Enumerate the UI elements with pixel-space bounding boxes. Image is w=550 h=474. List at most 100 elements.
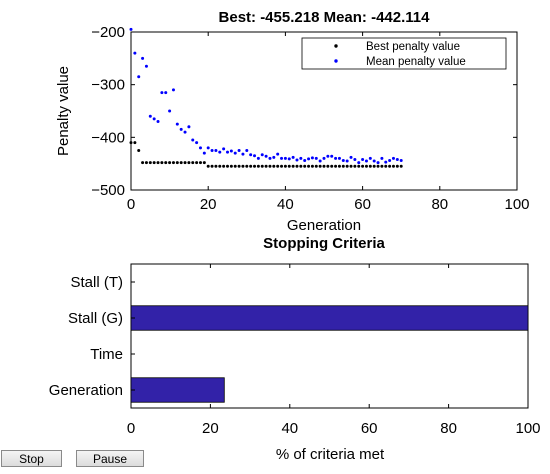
mean-penalty-point <box>253 154 257 158</box>
x-tick-label: 80 <box>440 420 457 437</box>
best-penalty-point <box>368 164 372 168</box>
best-penalty-point <box>245 164 249 168</box>
best-penalty-point <box>195 161 199 165</box>
mean-penalty-point <box>280 156 284 160</box>
best-penalty-point <box>137 149 141 152</box>
penalty-chart-axes-box <box>130 31 518 191</box>
best-penalty-point <box>388 164 392 168</box>
mean-penalty-point <box>141 56 145 60</box>
stopping-chart-axes-box <box>130 263 529 409</box>
best-penalty-point <box>233 164 237 168</box>
mean-penalty-point <box>249 153 253 157</box>
mean-penalty-point <box>388 159 392 163</box>
y-tick-label: −200 <box>91 24 125 41</box>
best-penalty-point <box>310 164 314 168</box>
best-penalty-point <box>144 161 148 165</box>
mean-penalty-point <box>276 152 280 156</box>
mean-penalty-point <box>160 91 164 95</box>
best-penalty-point <box>229 164 233 168</box>
mean-penalty-point <box>222 147 226 151</box>
stopping-chart-x-ticks: 0 20 40 60 80 100 <box>127 264 541 437</box>
mean-penalty-point <box>272 155 276 159</box>
best-penalty-point <box>361 164 365 168</box>
x-tick-label: 40 <box>277 196 294 213</box>
best-penalty-point <box>168 161 172 165</box>
mean-penalty-point <box>245 149 249 152</box>
penalty-chart-y-ticks: −500 −400 −300 −200 <box>91 24 517 199</box>
mean-penalty-point <box>175 122 179 126</box>
best-penalty-point <box>164 161 168 165</box>
criteria-bar <box>130 377 225 403</box>
mean-penalty-point <box>179 127 183 131</box>
mean-penalty-point <box>380 156 384 160</box>
mean-penalty-point <box>364 159 368 163</box>
penalty-chart-legend: Best penalty value Mean penalty value <box>301 37 507 70</box>
mean-penalty-point <box>376 161 380 165</box>
mean-penalty-point <box>195 141 199 145</box>
best-penalty-point <box>129 141 133 145</box>
mean-penalty-point <box>226 150 229 154</box>
best-penalty-point <box>156 161 160 165</box>
pause-button[interactable]: Pause <box>76 450 144 467</box>
best-penalty-point <box>372 164 376 168</box>
best-penalty-point <box>287 164 291 168</box>
x-tick-label: 100 <box>515 420 540 437</box>
best-penalty-point <box>299 164 303 168</box>
mean-penalty-point <box>260 153 264 157</box>
mean-penalty-point <box>372 159 376 163</box>
mean-penalty-point <box>229 149 233 153</box>
best-penalty-point <box>241 164 245 168</box>
category-label: Generation <box>49 382 123 399</box>
best-penalty-point <box>133 141 137 145</box>
mean-penalty-point <box>322 156 326 160</box>
best-penalty-point <box>268 164 272 168</box>
best-penalty-point <box>341 164 345 168</box>
mean-penalty-point <box>156 120 160 124</box>
mean-penalty-point <box>291 155 295 159</box>
x-tick-label: 60 <box>361 420 378 437</box>
x-tick-label: 20 <box>200 196 217 213</box>
mean-penalty-point <box>330 154 334 158</box>
best-penalty-point <box>280 164 284 168</box>
best-penalty-point <box>283 164 287 168</box>
y-tick-label: −400 <box>91 129 125 146</box>
mean-penalty-point <box>318 159 322 163</box>
criteria-bar <box>130 305 529 331</box>
best-penalty-point <box>256 164 260 168</box>
mean-penalty-point <box>206 146 210 150</box>
mean-penalty-point <box>368 156 372 160</box>
mean-penalty-point <box>341 159 345 163</box>
mean-penalty-point <box>137 75 141 79</box>
stop-button[interactable]: Stop <box>1 450 62 467</box>
best-penalty-point <box>345 164 349 168</box>
x-tick-label: 20 <box>202 420 219 437</box>
best-penalty-point <box>399 164 403 168</box>
best-penalty-point <box>384 164 388 168</box>
mean-penalty-point <box>353 157 357 161</box>
legend-label-best: Best penalty value <box>366 41 460 53</box>
mean-penalty-point <box>237 149 241 152</box>
best-penalty-point <box>337 164 341 168</box>
stopping-chart-category-labels: Stall (T) Stall (G) Time Generation <box>49 274 135 399</box>
best-penalty-point <box>175 161 179 165</box>
mean-penalty-point <box>191 138 195 142</box>
legend-box <box>301 37 507 70</box>
best-penalty-point <box>226 164 229 168</box>
best-penalty-point <box>202 161 206 165</box>
best-penalty-point <box>214 164 218 168</box>
best-penalty-point <box>260 164 264 168</box>
best-penalty-point <box>291 164 295 168</box>
best-penalty-point <box>395 164 399 168</box>
best-penalty-point <box>210 164 214 168</box>
mean-penalty-point <box>164 91 168 95</box>
mean-penalty-point <box>283 156 287 160</box>
best-penalty-point <box>171 161 175 165</box>
best-penalty-point <box>206 164 210 168</box>
penalty-chart-y-axis-label: Penalty value <box>55 66 72 156</box>
mean-penalty-point <box>268 156 272 160</box>
x-tick-label: 60 <box>354 196 371 213</box>
best-penalty-point <box>198 161 202 165</box>
mean-penalty-point <box>233 151 237 155</box>
mean-penalty-point <box>183 130 187 134</box>
best-penalty-point <box>364 164 368 168</box>
